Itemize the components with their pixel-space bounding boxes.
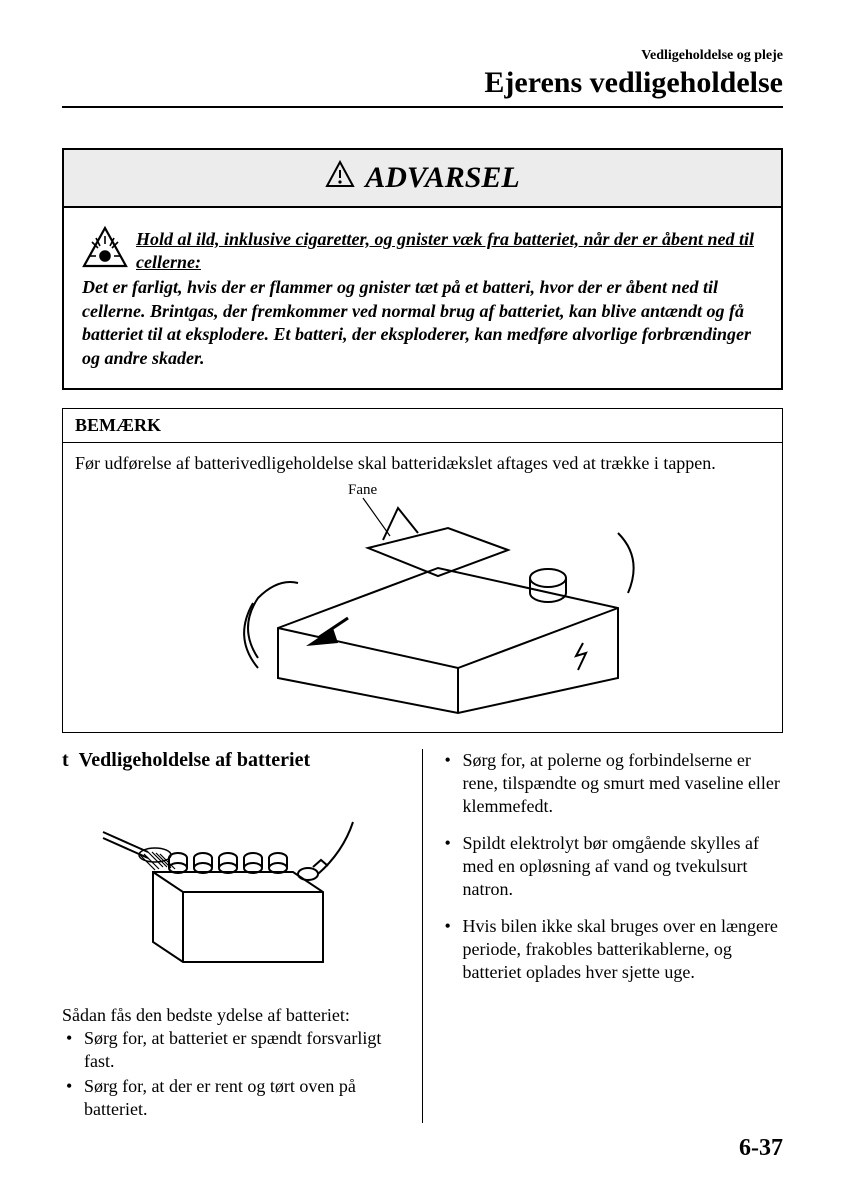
- note-box: BEMÆRK Før udførelse af batterivedligeho…: [62, 408, 783, 733]
- battery-brush-diagram: [62, 782, 404, 982]
- warning-body: Hold al ild, inklusive cigaretter, og gn…: [64, 208, 781, 388]
- header-divider: [62, 106, 783, 108]
- note-body: Før udførelse af batterivedligeholdelse …: [63, 443, 782, 732]
- warning-box: ADVARSEL Hold: [62, 148, 783, 390]
- explosion-icon: [82, 226, 128, 274]
- list-item: Sørg for, at der er rent og tørt oven på…: [62, 1075, 404, 1121]
- note-text: Før udførelse af batterivedligeholdelse …: [75, 453, 770, 474]
- list-item: Hvis bilen ikke skal bruges over en læng…: [441, 915, 784, 984]
- warning-title-bar: ADVARSEL: [64, 150, 781, 208]
- note-label: BEMÆRK: [63, 409, 782, 443]
- right-bullet-list: Sørg for, at polerne og forbindelserne e…: [441, 749, 784, 984]
- diagram-label-fane: Fane: [348, 482, 378, 498]
- warning-body-text: Det er farligt, hvis der er flammer og g…: [82, 276, 763, 370]
- page-number: 6-37: [739, 1135, 783, 1162]
- content-columns: t Vedligeholdelse af batteriet: [62, 749, 783, 1123]
- left-column: t Vedligeholdelse af batteriet: [62, 749, 423, 1123]
- right-column: Sørg for, at polerne og forbindelserne e…: [423, 749, 784, 1123]
- section-title: Vedligeholdelse af batteriet: [79, 749, 310, 772]
- section-intro: Sådan fås den bedste ydelse af batteriet…: [62, 1004, 404, 1027]
- breadcrumb: Vedligeholdelse og pleje: [62, 48, 783, 64]
- page-title: Ejerens vedligeholdelse: [62, 66, 783, 100]
- warning-label: ADVARSEL: [365, 161, 520, 195]
- section-marker: t: [62, 749, 69, 772]
- warning-lead-text: Hold al ild, inklusive cigaretter, og gn…: [136, 228, 763, 275]
- list-item: Sørg for, at polerne og forbindelserne e…: [441, 749, 784, 818]
- page-header: Vedligeholdelse og pleje Ejerens vedlige…: [62, 48, 783, 100]
- note-diagram: Fane: [75, 478, 770, 718]
- list-item: Spildt elektrolyt bør omgående skylles a…: [441, 832, 784, 901]
- list-item: Sørg for, at batteriet er spændt forsvar…: [62, 1027, 404, 1073]
- warning-triangle-icon: [325, 160, 355, 196]
- left-bullet-list: Sørg for, at batteriet er spændt forsvar…: [62, 1027, 404, 1121]
